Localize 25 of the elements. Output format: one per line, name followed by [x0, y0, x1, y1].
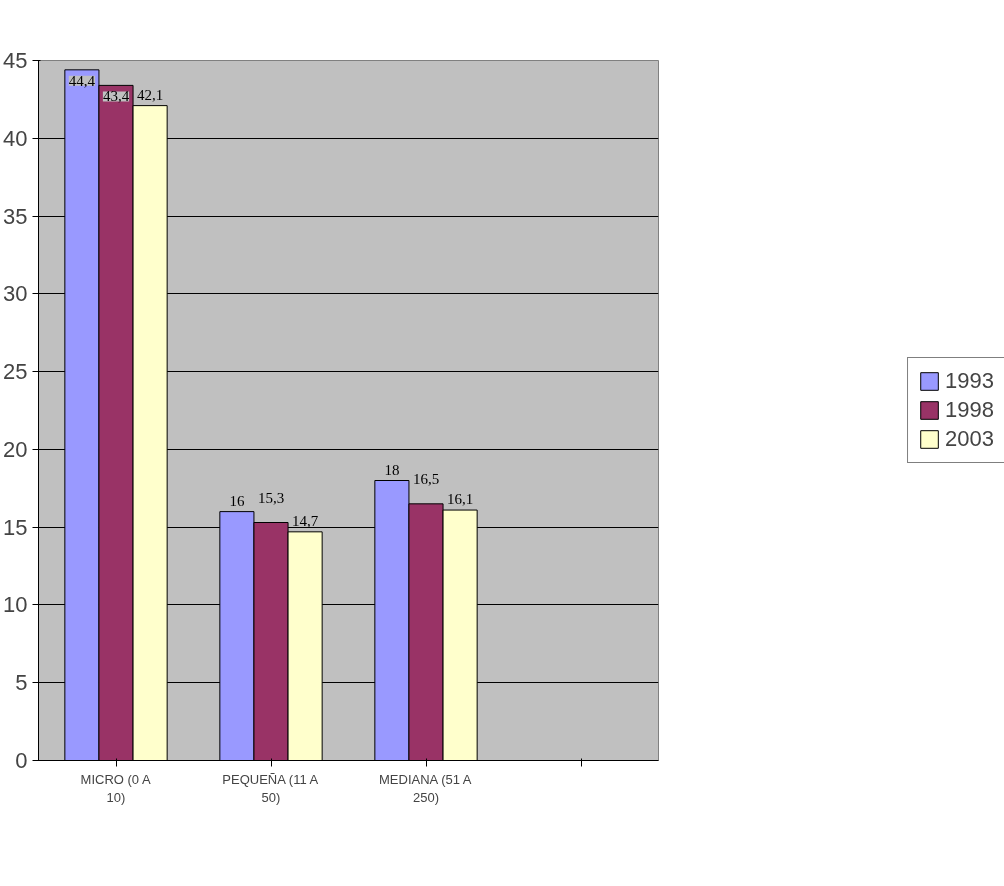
- data-label: 16,5: [412, 470, 440, 487]
- legend-label: 1998: [945, 397, 994, 423]
- legend-label: 2003: [945, 426, 994, 452]
- data-label: 14,7: [291, 512, 319, 529]
- y-tick-label: 5: [15, 670, 28, 696]
- y-tick-label: 15: [3, 514, 28, 540]
- data-label: 15,3: [257, 489, 285, 506]
- data-label: 42,1: [136, 86, 164, 103]
- x-tick-label: MEDIANA (51 A 250): [379, 771, 472, 805]
- data-label: 16,1: [446, 491, 474, 508]
- y-tick-label: 45: [3, 48, 28, 73]
- data-label: 18: [384, 461, 400, 478]
- x-tick-label: PEQUEÑA (11 A 50): [222, 771, 319, 805]
- y-tick-label: 40: [3, 125, 28, 151]
- y-tick-label: 20: [3, 436, 28, 462]
- data-label: 44,4: [68, 72, 96, 89]
- data-label: 16: [229, 492, 245, 509]
- x-tick-label: MICRO (0 A 10): [80, 771, 151, 805]
- legend-label: 1993: [945, 368, 994, 394]
- data-label: 43,4: [102, 88, 130, 105]
- y-tick-label: 0: [15, 748, 28, 773]
- y-tick-label: 10: [3, 592, 28, 618]
- y-tick-label: 30: [3, 281, 28, 307]
- y-tick-label: 35: [3, 203, 28, 229]
- y-tick-label: 25: [3, 359, 28, 385]
